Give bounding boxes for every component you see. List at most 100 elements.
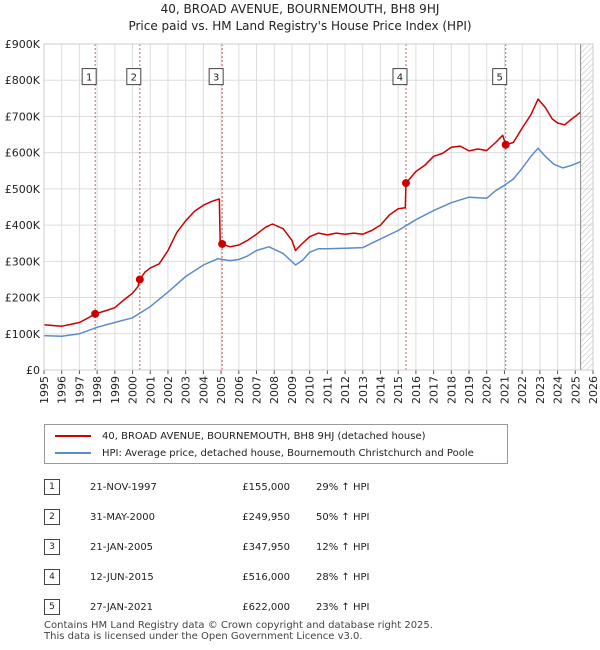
x-tick-label: 2016 [410,376,423,404]
x-tick-label: 2019 [463,376,476,404]
future-hatch-area [580,44,593,370]
x-tick-label: 2025 [569,376,582,404]
annotation-label: 3 [213,73,219,84]
footer-copyright: Contains HM Land Registry data © Crown c… [44,620,433,631]
y-tick-label: £300K [5,255,41,268]
sale-point [135,275,144,284]
x-tick-label: 2004 [197,376,210,404]
x-tick-label: 2005 [215,376,228,404]
legend: 40, BROAD AVENUE, BOURNEMOUTH, BH8 9HJ (… [44,424,508,464]
x-tick-label: 1995 [38,376,51,404]
sale-point [401,179,410,188]
sale-price: £516,000 [242,571,290,583]
chart-subtitle: Price paid vs. HM Land Registry's House … [128,19,472,33]
x-tick-label: 1996 [56,376,69,404]
table-row: 4 12-JUN-2015 £516,000 28% ↑ HPI [44,562,436,592]
hpi-series-line [43,147,581,338]
y-tick-label: £500K [5,183,41,196]
y-tick-label: £100K [5,328,41,341]
y-tick-label: £200K [5,292,41,305]
x-tick-label: 2009 [286,376,299,404]
sale-annotation: 3 [208,68,224,86]
sale-hpi-diff: 29% ↑ HPI [316,481,370,493]
property-line-swatch [55,435,91,437]
table-row: 1 21-NOV-1997 £155,000 29% ↑ HPI [44,472,436,502]
x-tick-label: 2007 [251,376,264,404]
footer: Contains HM Land Registry data © Crown c… [44,620,433,642]
sale-annotation: 4 [392,68,408,86]
legend-item-property: 40, BROAD AVENUE, BOURNEMOUTH, BH8 9HJ (… [55,428,426,444]
annotation-box [81,68,97,86]
sale-annotation: 5 [492,68,508,86]
sale-annotation: 1 [81,68,97,86]
x-tick-label: 1999 [109,376,122,404]
x-tick-label: 2015 [392,376,405,404]
x-tick-label: 2021 [498,376,511,404]
sale-date: 21-NOV-1997 [90,481,157,493]
x-tick-label: 2002 [162,376,175,404]
sale-price: £622,000 [242,601,290,613]
x-tick-label: 2014 [374,376,387,404]
x-tick-label: 1998 [91,376,104,404]
annotation-box [126,68,142,86]
annotation-label: 1 [86,73,92,84]
sale-hpi-diff: 23% ↑ HPI [316,601,370,613]
y-tick-label: £800K [5,74,41,87]
sale-point [218,239,227,248]
x-tick-label: 2011 [321,376,334,404]
annotation-label: 2 [131,73,137,84]
table-row: 2 31-MAY-2000 £249,950 50% ↑ HPI [44,502,436,532]
annotation-label: 4 [397,73,403,84]
sale-price: £155,000 [242,481,290,493]
x-tick-label: 2022 [516,376,529,404]
legend-hpi-label: HPI: Average price, detached house, Bour… [102,447,474,459]
x-tick-label: 2024 [552,376,565,404]
y-tick-label: £700K [5,110,41,123]
x-tick-label: 2018 [445,376,458,404]
y-tick-label: £0 [26,364,40,377]
chart-title: 40, BROAD AVENUE, BOURNEMOUTH, BH8 9HJ [160,2,440,16]
footer-license: This data is licensed under the Open Gov… [44,631,363,642]
legend-item-hpi: HPI: Average price, detached house, Bour… [55,445,474,461]
x-tick-label: 2012 [339,376,352,404]
x-tick-label: 2010 [304,376,317,404]
sale-number-badge: 3 [44,539,60,555]
x-tick-label: 2017 [428,376,441,404]
annotation-box [392,68,408,86]
annotation-label: 5 [497,73,503,84]
hpi-line-swatch [55,452,91,454]
sale-date: 27-JAN-2021 [90,601,154,613]
sale-point [501,140,510,149]
annotation-box [492,68,508,86]
x-tick-label: 2013 [357,376,370,404]
sales-table: 1 21-NOV-1997 £155,000 29% ↑ HPI 2 31-MA… [44,472,436,622]
y-tick-label: £400K [5,219,41,232]
sale-number-badge: 5 [44,599,60,615]
sale-number-badge: 4 [44,569,60,585]
x-tick-label: 2020 [481,376,494,404]
table-row: 3 21-JAN-2005 £347,950 12% ↑ HPI [44,532,436,562]
x-tick-label: 2008 [268,376,281,404]
sale-price: £249,950 [242,511,290,523]
sale-date: 12-JUN-2015 [90,571,154,583]
sale-annotation: 2 [126,68,142,86]
price-chart: 1 2 3 4 5 £0 £100K £200K £300K £400K £500K £600K £7… [5,38,600,404]
x-tick-label: 2001 [144,376,157,404]
x-tick-label: 2000 [127,376,140,404]
sale-hpi-diff: 12% ↑ HPI [316,541,370,553]
x-tick-label: 2003 [180,376,193,404]
x-tick-label: 2006 [233,376,246,404]
legend-property-label: 40, BROAD AVENUE, BOURNEMOUTH, BH8 9HJ (… [102,430,426,442]
sale-date: 21-JAN-2005 [90,541,154,553]
sale-date: 31-MAY-2000 [90,511,156,523]
sale-point [91,309,100,318]
sale-number-badge: 1 [44,479,60,495]
property-series-line [43,98,582,327]
x-tick-label: 1997 [73,376,86,404]
table-row: 5 27-JAN-2021 £622,000 23% ↑ HPI [44,592,436,622]
annotation-box [208,68,224,86]
y-tick-label: £900K [5,38,41,51]
x-tick-label: 2023 [534,376,547,404]
y-tick-label: £600K [5,147,41,160]
x-tick-label: 2026 [587,376,600,404]
